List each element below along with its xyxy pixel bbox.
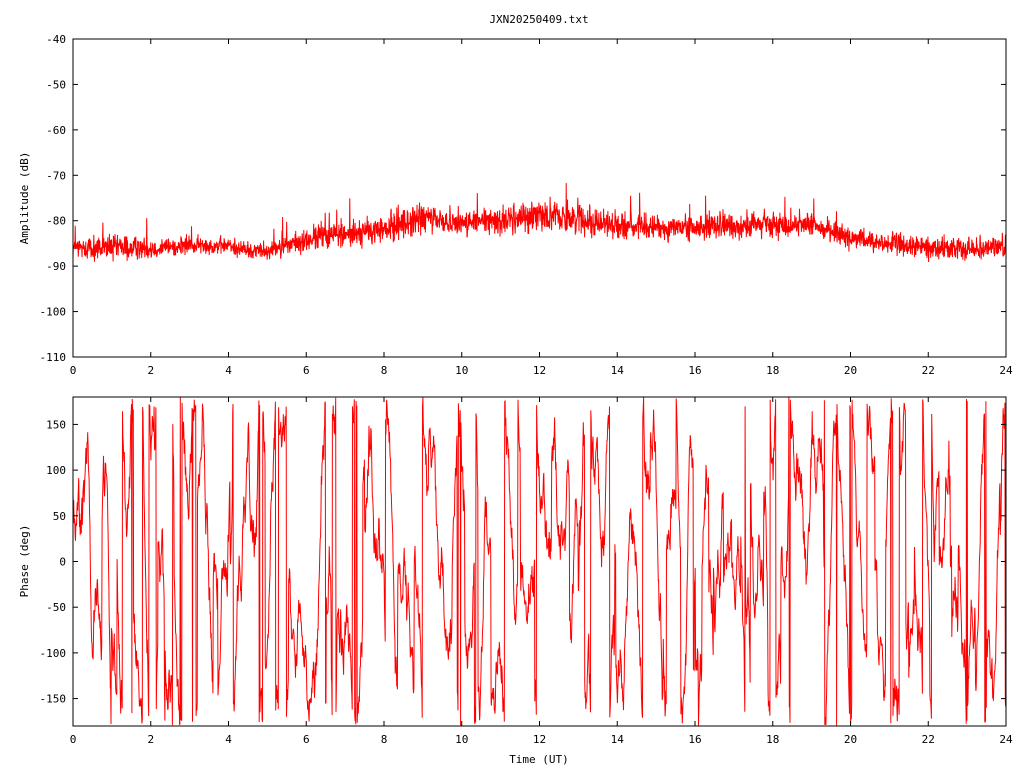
amplitude-ticks: 0 2 4 6 8 10 12 14 16 18 20 22 24-40-50-60-70-80-90-… bbox=[40, 33, 1013, 377]
x-tick-label: 18 bbox=[766, 733, 779, 746]
x-tick-label: 24 bbox=[999, 733, 1013, 746]
x-tick-label: 6 bbox=[303, 733, 310, 746]
y-tick-label: -100 bbox=[40, 306, 67, 319]
x-tick-label: 22 bbox=[922, 364, 935, 377]
x-tick-label: 18 bbox=[766, 364, 779, 377]
x-tick-label: 0 bbox=[70, 733, 77, 746]
x-tick-label: 14 bbox=[611, 733, 625, 746]
phase-x-axis-label: Time (UT) bbox=[509, 753, 569, 766]
amplitude-series-group bbox=[72, 182, 1007, 263]
phase-series-group bbox=[73, 397, 1006, 726]
y-tick-label: -50 bbox=[46, 601, 66, 614]
y-tick-label: -70 bbox=[46, 169, 66, 182]
x-tick-label: 0 bbox=[70, 364, 77, 377]
y-tick-label: -90 bbox=[46, 260, 66, 273]
y-tick-label: -150 bbox=[40, 693, 67, 706]
x-tick-label: 8 bbox=[381, 733, 388, 746]
x-tick-label: 20 bbox=[844, 733, 857, 746]
x-tick-label: 2 bbox=[147, 733, 154, 746]
x-tick-label: 16 bbox=[688, 733, 701, 746]
y-tick-label: 150 bbox=[46, 418, 66, 431]
y-tick-label: 50 bbox=[53, 510, 66, 523]
x-tick-label: 4 bbox=[225, 733, 232, 746]
phase-series-line bbox=[73, 397, 1006, 726]
phase-plot: 0 2 4 6 8 10 12 14 16 18 20 22 24150100500-50-100-15… bbox=[18, 396, 1013, 766]
y-tick-label: -80 bbox=[46, 215, 66, 228]
x-tick-label: 20 bbox=[844, 364, 857, 377]
x-tick-label: 12 bbox=[533, 733, 546, 746]
x-tick-label: 4 bbox=[225, 364, 232, 377]
amplitude-series-line bbox=[72, 182, 1007, 263]
phase-y-axis-label: Phase (deg) bbox=[18, 525, 31, 598]
y-tick-label: -40 bbox=[46, 33, 66, 46]
x-tick-label: 16 bbox=[688, 364, 701, 377]
y-tick-label: -110 bbox=[40, 351, 67, 364]
y-tick-label: -100 bbox=[40, 647, 67, 660]
x-tick-label: 10 bbox=[455, 733, 468, 746]
x-tick-label: 14 bbox=[611, 364, 625, 377]
phase-ticks: 0 2 4 6 8 10 12 14 16 18 20 22 24150100500-50-100-15… bbox=[40, 397, 1013, 746]
x-tick-label: 8 bbox=[381, 364, 388, 377]
y-tick-label: -60 bbox=[46, 124, 66, 137]
amplitude-y-axis-label: Amplitude (dB) bbox=[18, 152, 31, 245]
x-tick-label: 10 bbox=[455, 364, 468, 377]
y-tick-label: -50 bbox=[46, 78, 66, 91]
amplitude-plot: 0 2 4 6 8 10 12 14 16 18 20 22 24-40-50-60-70-80-90-… bbox=[18, 33, 1013, 377]
x-tick-label: 22 bbox=[922, 733, 935, 746]
x-tick-label: 6 bbox=[303, 364, 310, 377]
x-tick-label: 2 bbox=[147, 364, 154, 377]
y-tick-label: 0 bbox=[59, 556, 66, 569]
x-tick-label: 24 bbox=[999, 364, 1013, 377]
y-tick-label: 100 bbox=[46, 464, 66, 477]
chart-title: JXN20250409.txt bbox=[489, 13, 588, 26]
x-tick-label: 12 bbox=[533, 364, 546, 377]
